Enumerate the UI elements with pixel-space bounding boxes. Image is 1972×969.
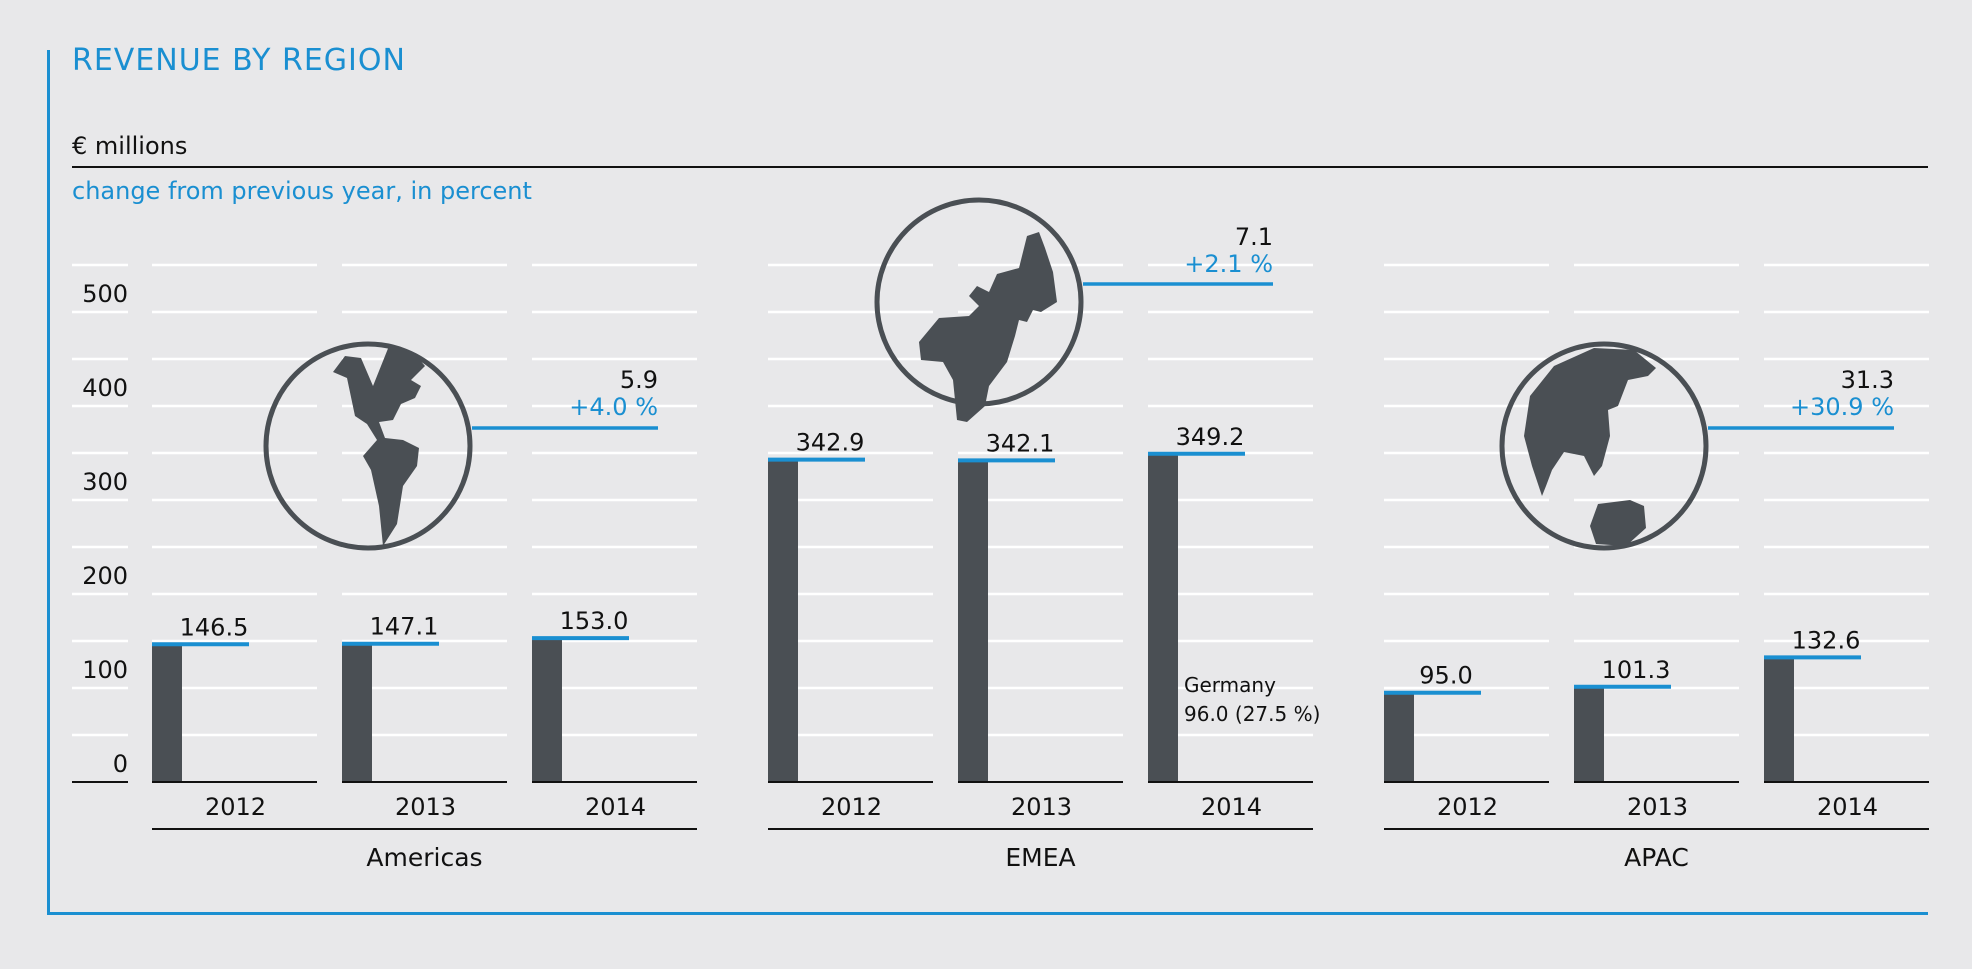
y-tick-label: 100	[82, 656, 128, 684]
labels: 146.5 2012 147.1 2013 153.0 2014 Americas 342.9…	[152, 223, 1929, 872]
year-label: 2012	[205, 793, 266, 821]
value-label: 147.1	[370, 613, 439, 641]
value-label: 349.2	[1176, 423, 1245, 451]
year-label: 2014	[1817, 793, 1878, 821]
year-label: 2013	[1011, 793, 1072, 821]
value-label: 101.3	[1602, 656, 1671, 684]
frame-bottom-rule	[47, 912, 1928, 915]
y-tick-label: 200	[82, 562, 128, 590]
globes	[263, 197, 1709, 551]
bar-americas-2012	[152, 644, 182, 782]
change-percent: +2.1 %	[1184, 250, 1273, 278]
value-label: 153.0	[560, 607, 629, 635]
frame-left-rule	[47, 50, 50, 915]
year-label: 2014	[585, 793, 646, 821]
bar-apac-2013	[1574, 686, 1604, 782]
change-percent: +4.0 %	[569, 393, 658, 421]
change-absolute: 5.9	[620, 366, 658, 394]
globe-europe-africa-icon	[874, 197, 1084, 422]
year-label: 2012	[821, 793, 882, 821]
region-label: APAC	[1624, 843, 1689, 872]
value-label: 95.0	[1419, 662, 1472, 690]
subtitle: change from previous year, in percent	[72, 177, 532, 205]
y-tick-label: 300	[82, 468, 128, 496]
annotation-germany-value: 96.0 (27.5 %)	[1184, 702, 1320, 726]
bar-emea-2013	[958, 460, 988, 782]
continent-shape	[1524, 348, 1656, 546]
continent-shape	[919, 232, 1057, 422]
y-tick-label: 400	[82, 374, 128, 402]
bar-apac-2014	[1764, 657, 1794, 782]
y-tick-label: 500	[82, 280, 128, 308]
globe-asia-australia-icon	[1499, 341, 1709, 551]
year-label: 2013	[395, 793, 456, 821]
chart-title: REVENUE BY REGION	[72, 43, 406, 78]
unit-label: € millions	[72, 132, 188, 160]
globe-outline	[1499, 341, 1709, 551]
year-label: 2012	[1437, 793, 1498, 821]
change-percent: +30.9 %	[1790, 393, 1894, 421]
bar-emea-2014	[1148, 453, 1178, 782]
change-absolute: 31.3	[1841, 366, 1894, 394]
bar-americas-2013	[342, 643, 372, 782]
value-label: 146.5	[180, 613, 249, 641]
bars	[152, 451, 1929, 783]
y-tick-label: 0	[113, 750, 128, 778]
value-label: 342.9	[796, 429, 865, 457]
change-absolute: 7.1	[1235, 223, 1273, 251]
globe-outline	[263, 341, 473, 551]
globe-americas-icon	[263, 341, 473, 551]
region-label: EMEA	[1005, 843, 1075, 872]
bar-apac-2012	[1384, 692, 1414, 782]
value-label: 132.6	[1792, 626, 1861, 654]
y-axis: 0 100 200 300 400 500	[72, 280, 128, 783]
annotation-germany-label: Germany	[1184, 673, 1276, 697]
year-label: 2013	[1627, 793, 1688, 821]
unit-rule	[72, 166, 1928, 168]
bar-emea-2012	[768, 459, 798, 782]
continent-shape	[333, 346, 425, 546]
year-label: 2014	[1201, 793, 1262, 821]
bar-americas-2014	[532, 638, 562, 782]
region-label: Americas	[366, 843, 482, 872]
value-label: 342.1	[986, 429, 1055, 457]
